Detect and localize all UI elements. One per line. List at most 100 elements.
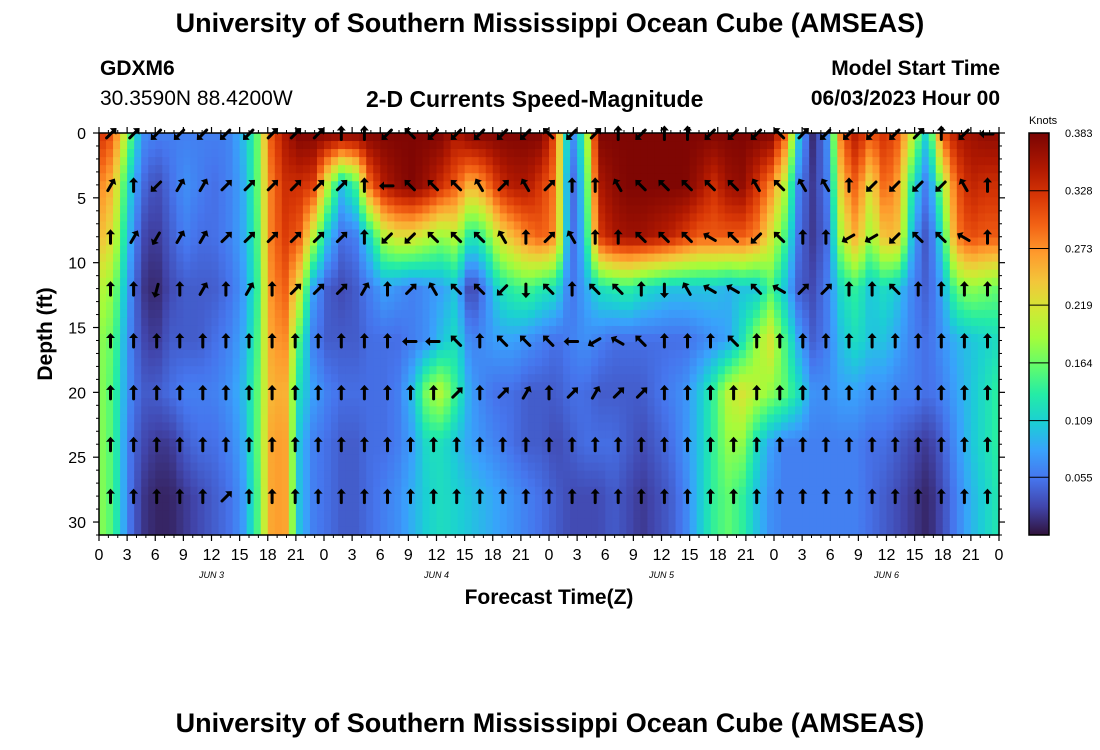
heat-cell [204, 197, 213, 206]
heat-cell [928, 317, 937, 327]
heat-cell [717, 293, 726, 303]
heat-cell [598, 382, 606, 391]
heat-cell [295, 133, 304, 142]
heat-cell [970, 358, 979, 367]
heat-cell [302, 398, 311, 407]
heat-cell [949, 422, 958, 432]
heat-cell [872, 430, 881, 440]
heat-cell [724, 213, 733, 223]
heat-cell [710, 237, 719, 247]
heat-cell [851, 285, 859, 295]
heat-cell [485, 374, 494, 383]
heat-cell [155, 277, 163, 287]
heat-cell [302, 374, 311, 383]
heat-cell [886, 422, 895, 432]
heat-cell [612, 237, 620, 247]
heat-cell [837, 189, 845, 198]
heat-cell [556, 309, 564, 319]
heat-cell [759, 205, 768, 214]
heat-cell [506, 133, 515, 142]
heat-cell [654, 438, 663, 448]
heat-cell [190, 382, 199, 391]
heat-cell [408, 317, 417, 327]
heat-cell [134, 133, 142, 142]
heat-cell [717, 374, 726, 383]
heat-cell [464, 173, 473, 182]
heat-cell [478, 269, 487, 279]
heat-cell [352, 309, 360, 319]
heat-cell [513, 237, 522, 247]
heat-cell [443, 221, 452, 231]
heat-cell [359, 141, 367, 150]
heat-cell [239, 301, 248, 311]
heat-cell [956, 390, 965, 399]
heat-cell [577, 309, 585, 319]
heat-cell [225, 141, 234, 150]
heat-cell [204, 390, 213, 399]
heat-cell [851, 181, 859, 190]
heat-cell [471, 245, 480, 255]
heat-cell [963, 406, 972, 415]
heat-cell [408, 277, 417, 287]
heat-cell [527, 181, 536, 190]
heat-cell [647, 293, 656, 303]
heat-cell [169, 261, 177, 271]
heat-cell [612, 350, 620, 359]
heat-cell [267, 398, 276, 407]
heat-cell [605, 229, 613, 239]
heat-cell [689, 390, 698, 399]
heat-cell [717, 229, 726, 239]
heat-cell [366, 366, 374, 375]
heat-cell [232, 350, 241, 359]
heat-cell [190, 213, 199, 223]
heat-cell [408, 342, 417, 351]
heat-cell [703, 293, 712, 303]
heat-cell [415, 366, 424, 375]
heat-cell [907, 253, 916, 263]
heat-cell [689, 334, 698, 343]
heat-cell [752, 165, 761, 174]
heat-cell [781, 253, 789, 263]
heat-cell [837, 390, 845, 399]
heat-cell [99, 382, 107, 391]
heat-cell [577, 277, 585, 287]
heat-cell [956, 149, 965, 158]
station-id: GDXM6 [100, 57, 175, 80]
heat-cell [647, 350, 656, 359]
heat-cell [654, 205, 663, 214]
heat-cell [148, 350, 156, 359]
heat-cell [626, 430, 634, 440]
heat-cell [668, 157, 677, 166]
heat-cell [605, 189, 613, 198]
heat-cell [422, 334, 431, 343]
heat-cell [907, 237, 916, 247]
heat-cell [485, 197, 494, 206]
heat-cell [176, 366, 184, 375]
heat-cell [907, 382, 916, 391]
heat-cell [176, 317, 184, 327]
heat-cell [549, 189, 557, 198]
heat-cell [141, 285, 149, 295]
heat-cell [682, 422, 691, 432]
heat-cell [956, 213, 965, 223]
heat-cell [380, 285, 388, 295]
heat-cell [991, 269, 1000, 279]
heat-cell [970, 309, 979, 319]
heat-cell [654, 133, 663, 142]
heat-cell [900, 358, 909, 367]
heat-cell [499, 301, 508, 311]
heat-cell [225, 277, 234, 287]
heat-cell [288, 165, 297, 174]
heat-cell [661, 165, 670, 174]
heat-cell [682, 189, 691, 198]
heat-cell [970, 398, 979, 407]
heat-cell [612, 293, 620, 303]
heat-cell [415, 141, 424, 150]
heat-cell [148, 422, 156, 432]
heat-cell [872, 165, 881, 174]
heat-cell [752, 261, 761, 271]
heat-cell [830, 317, 838, 327]
heat-cell [893, 165, 902, 174]
heat-cell [331, 261, 339, 271]
heat-cell [141, 229, 149, 239]
